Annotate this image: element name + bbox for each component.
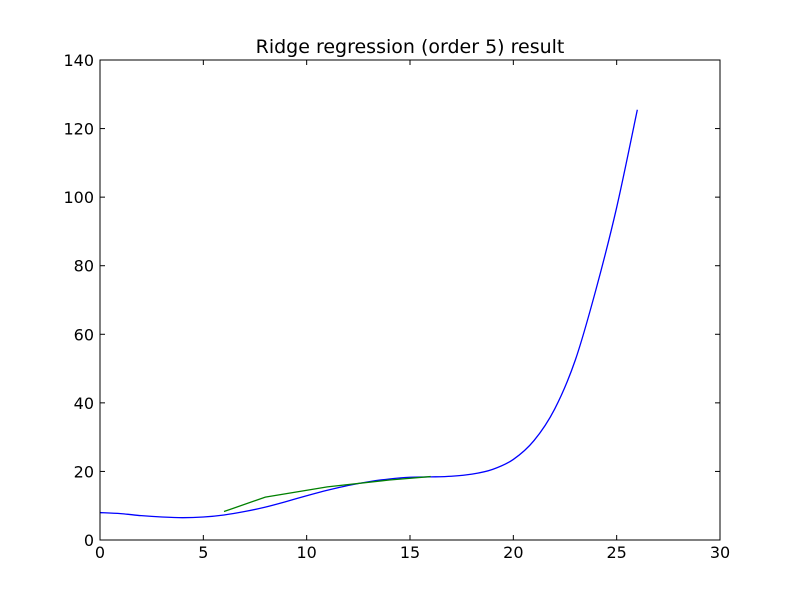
series-line-1 [99,109,638,519]
y-tick-label: 100 [63,188,94,207]
y-tick-label: 80 [74,257,94,276]
series-line-2 [223,475,431,513]
x-tick-label: 0 [95,543,105,562]
y-tick-label: 0 [84,531,94,550]
y-tick-label: 40 [74,394,94,413]
x-tick-label: 10 [296,543,316,562]
y-tick-label: 120 [63,120,94,139]
y-tick-label: 20 [74,462,94,481]
x-tick-label: 20 [503,543,523,562]
y-tick-label: 140 [63,51,94,70]
ticks-layer: 0 5 10 15 20 25 30 0 20 40 60 80 100 120 140 [63,51,730,562]
y-tick-label: 60 [74,325,94,344]
chart-title: Ridge regression (order 5) result [256,36,565,58]
x-tick-label: 5 [198,543,208,562]
series-layer [99,109,638,519]
x-tick-label: 25 [606,543,626,562]
x-tick-label: 30 [710,543,730,562]
x-tick-label: 15 [400,543,420,562]
